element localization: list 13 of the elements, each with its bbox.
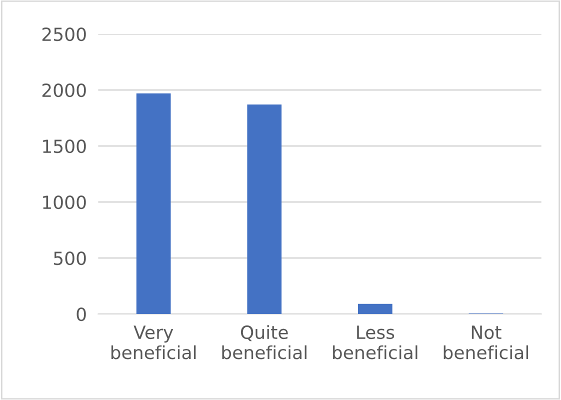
x-tick-label: Not beneficial — [444, 326, 528, 360]
y-tick-label: 0 — [76, 307, 86, 322]
bar — [247, 104, 282, 314]
y-tick-label: 2000 — [42, 83, 86, 98]
bar — [358, 304, 392, 314]
x-tick-label: Very beneficial — [111, 326, 196, 360]
x-tick-label: Quite beneficial — [222, 325, 306, 360]
bar — [136, 93, 171, 314]
y-tick-label: 2500 — [42, 27, 86, 42]
y-tick-label: 1500 — [43, 139, 86, 154]
y-tick-label: 1000 — [43, 195, 86, 210]
y-tick-label: 500 — [54, 251, 86, 266]
x-tick-label: Less beneficial — [333, 326, 418, 360]
